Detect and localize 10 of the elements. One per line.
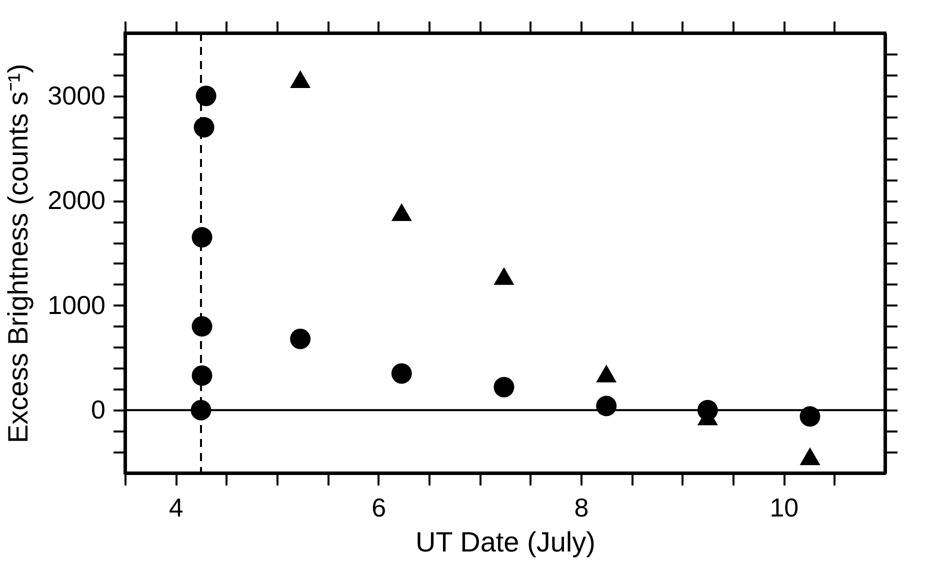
- x-tick-label: 10: [770, 492, 799, 522]
- y-tick-label: 0: [91, 394, 106, 425]
- y-tick-label: 3000: [48, 80, 106, 110]
- x-axis-title: UT Date (July): [416, 526, 596, 558]
- x-tick-label: 6: [372, 492, 386, 522]
- x-tick-label: 4: [168, 492, 184, 522]
- y-tick-label: 2000: [48, 185, 106, 216]
- y-tick-label: 1000: [48, 290, 106, 320]
- x-tick-label: 8: [574, 492, 589, 522]
- y-axis-title: Excess Brightness (counts s⁻¹): [2, 64, 34, 444]
